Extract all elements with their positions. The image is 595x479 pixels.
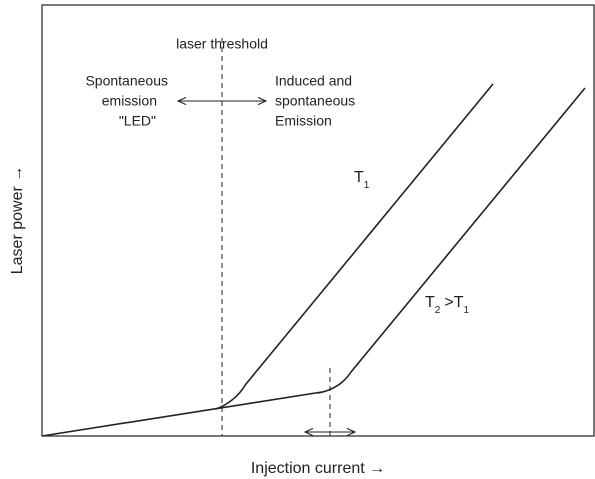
curve-label-main: T xyxy=(425,294,435,311)
curve-label: T1 xyxy=(354,169,370,190)
curve-t2 xyxy=(317,87,586,394)
right-region-text: spontaneous xyxy=(275,93,355,109)
right-region-text: Emission xyxy=(275,113,332,129)
curve-label-sub: 1 xyxy=(463,305,469,316)
curve-label-main: T xyxy=(354,169,364,186)
threshold-label: laser threshold xyxy=(176,36,268,52)
y-axis-label: Laser power → xyxy=(9,166,26,275)
left-region-text: emission xyxy=(102,93,157,109)
curve-label: T2 >T1 xyxy=(425,294,469,315)
right-region-text: Induced and xyxy=(275,73,352,89)
left-region-text: "LED" xyxy=(119,113,156,129)
x-axis-label: Injection current → xyxy=(251,460,385,477)
left-region-text: Spontaneous xyxy=(85,73,168,89)
curve-label-sub: 2 xyxy=(435,305,441,316)
curve-label-sub: 1 xyxy=(364,180,370,191)
plot-frame xyxy=(41,4,595,437)
curve-t1 xyxy=(215,83,494,410)
spontaneous-line xyxy=(41,391,323,437)
curve-label-relation: >T xyxy=(444,294,463,311)
